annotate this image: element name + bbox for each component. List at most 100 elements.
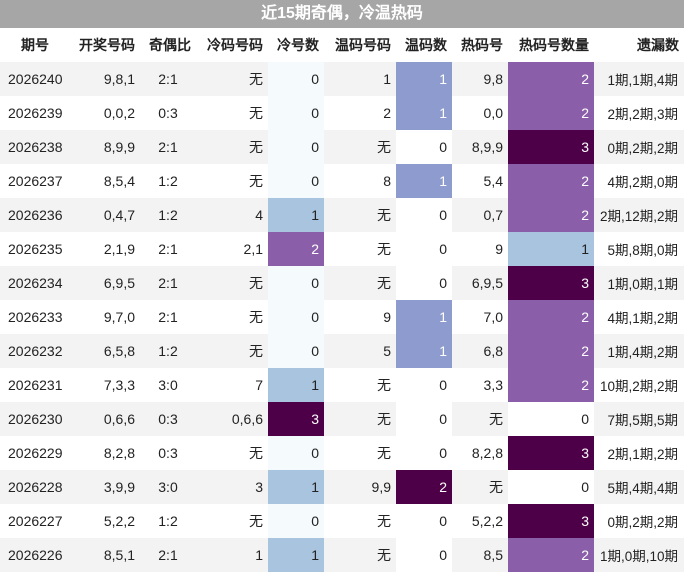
cell-cold-numbers: 7 xyxy=(196,368,268,402)
cell-warm-count: 2 xyxy=(396,470,452,504)
cell-missing: 10期,2期,2期 xyxy=(594,368,684,402)
table-row: 2026232 6,5,8 1:2 无 0 5 1 6,8 2 1期,4期,2期 xyxy=(0,334,684,368)
cell-warm-numbers: 5 xyxy=(324,334,396,368)
cell-hot-count: 3 xyxy=(508,436,594,470)
cell-missing: 1期,4期,2期 xyxy=(594,334,684,368)
cell-hot-count: 2 xyxy=(508,368,594,402)
cell-draw-numbers: 6,5,8 xyxy=(70,334,140,368)
header-row: 期号 开奖号码 奇偶比 冷码号码 冷号数 温码号码 温码数 热码号 热码号数量 … xyxy=(0,28,684,62)
cell-hot-numbers: 9 xyxy=(452,232,508,266)
cell-draw-numbers: 3,9,9 xyxy=(70,470,140,504)
cell-cold-count: 3 xyxy=(268,402,324,436)
cell-cold-count: 1 xyxy=(268,368,324,402)
cell-hot-numbers: 无 xyxy=(452,402,508,436)
cell-missing: 2期,2期,3期 xyxy=(594,96,684,130)
cell-hot-numbers: 5,2,2 xyxy=(452,504,508,538)
cell-issue: 2026234 xyxy=(0,266,70,300)
cell-cold-numbers: 无 xyxy=(196,504,268,538)
cell-warm-numbers: 无 xyxy=(324,538,396,572)
cell-missing: 7期,5期,5期 xyxy=(594,402,684,436)
cell-hot-count: 2 xyxy=(508,334,594,368)
cell-cold-numbers: 4 xyxy=(196,198,268,232)
cell-issue: 2026238 xyxy=(0,130,70,164)
cell-hot-numbers: 9,8 xyxy=(452,62,508,96)
cell-cold-numbers: 无 xyxy=(196,266,268,300)
cell-warm-numbers: 无 xyxy=(324,266,396,300)
cell-issue: 2026236 xyxy=(0,198,70,232)
cell-issue: 2026232 xyxy=(0,334,70,368)
cell-warm-numbers: 无 xyxy=(324,232,396,266)
table-row: 2026235 2,1,9 2:1 2,1 2 无 0 9 1 5期,8期,0期 xyxy=(0,232,684,266)
cell-draw-numbers: 0,4,7 xyxy=(70,198,140,232)
cell-missing: 0期,2期,2期 xyxy=(594,504,684,538)
cell-odd-even: 1:2 xyxy=(140,334,196,368)
header-warm-numbers: 温码号码 xyxy=(324,28,396,62)
cell-hot-count: 3 xyxy=(508,266,594,300)
header-warm-count: 温码数 xyxy=(396,28,452,62)
table-row: 2026231 7,3,3 3:0 7 1 无 0 3,3 2 10期,2期,2期 xyxy=(0,368,684,402)
cell-warm-count: 1 xyxy=(396,62,452,96)
cell-issue: 2026227 xyxy=(0,504,70,538)
cell-cold-numbers: 1 xyxy=(196,538,268,572)
cell-issue: 2026240 xyxy=(0,62,70,96)
table-title: 近15期奇偶，冷温热码 xyxy=(0,0,684,28)
cell-draw-numbers: 5,2,2 xyxy=(70,504,140,538)
cell-draw-numbers: 8,5,1 xyxy=(70,538,140,572)
cell-odd-even: 1:2 xyxy=(140,164,196,198)
cell-hot-numbers: 0,7 xyxy=(452,198,508,232)
cell-missing: 0期,2期,2期 xyxy=(594,130,684,164)
cell-warm-count: 0 xyxy=(396,198,452,232)
header-hot-count: 热码号数量 xyxy=(508,28,594,62)
cell-cold-numbers: 无 xyxy=(196,300,268,334)
cell-hot-numbers: 8,9,9 xyxy=(452,130,508,164)
cell-warm-numbers: 无 xyxy=(324,504,396,538)
cell-cold-count: 2 xyxy=(268,232,324,266)
cell-odd-even: 2:1 xyxy=(140,232,196,266)
cell-hot-count: 2 xyxy=(508,62,594,96)
cell-missing: 1期,0期,10期 xyxy=(594,538,684,572)
header-issue: 期号 xyxy=(0,28,70,62)
cell-warm-numbers: 无 xyxy=(324,402,396,436)
cell-issue: 2026239 xyxy=(0,96,70,130)
cell-cold-numbers: 无 xyxy=(196,334,268,368)
cell-cold-numbers: 无 xyxy=(196,436,268,470)
cell-warm-count: 0 xyxy=(396,130,452,164)
table-row: 2026234 6,9,5 2:1 无 0 无 0 6,9,5 3 1期,0期,1期 xyxy=(0,266,684,300)
cell-hot-count: 0 xyxy=(508,470,594,504)
cell-warm-numbers: 无 xyxy=(324,368,396,402)
header-cold-numbers: 冷码号码 xyxy=(196,28,268,62)
cell-cold-count: 0 xyxy=(268,96,324,130)
cell-cold-numbers: 无 xyxy=(196,130,268,164)
cell-hot-count: 2 xyxy=(508,198,594,232)
cell-hot-numbers: 6,8 xyxy=(452,334,508,368)
trend-table: 期号 开奖号码 奇偶比 冷码号码 冷号数 温码号码 温码数 热码号 热码号数量 … xyxy=(0,28,684,572)
header-draw-numbers: 开奖号码 xyxy=(70,28,140,62)
cell-warm-count: 0 xyxy=(396,436,452,470)
cell-missing: 5期,8期,0期 xyxy=(594,232,684,266)
header-missing: 遗漏数 xyxy=(594,28,684,62)
cell-draw-numbers: 9,8,1 xyxy=(70,62,140,96)
cell-cold-count: 1 xyxy=(268,538,324,572)
cell-hot-numbers: 3,3 xyxy=(452,368,508,402)
cell-warm-count: 0 xyxy=(396,402,452,436)
cell-warm-count: 0 xyxy=(396,232,452,266)
cell-odd-even: 2:1 xyxy=(140,266,196,300)
cell-warm-numbers: 无 xyxy=(324,130,396,164)
cell-missing: 1期,0期,1期 xyxy=(594,266,684,300)
cell-missing: 4期,2期,0期 xyxy=(594,164,684,198)
cell-warm-count: 0 xyxy=(396,368,452,402)
cell-draw-numbers: 9,7,0 xyxy=(70,300,140,334)
cell-hot-count: 1 xyxy=(508,232,594,266)
cell-warm-count: 1 xyxy=(396,334,452,368)
cell-missing: 2期,1期,2期 xyxy=(594,436,684,470)
cell-odd-even: 3:0 xyxy=(140,470,196,504)
cell-hot-numbers: 7,0 xyxy=(452,300,508,334)
cell-cold-numbers: 无 xyxy=(196,164,268,198)
cell-warm-count: 0 xyxy=(396,538,452,572)
cell-hot-count: 3 xyxy=(508,504,594,538)
cell-odd-even: 2:1 xyxy=(140,130,196,164)
cell-draw-numbers: 8,2,8 xyxy=(70,436,140,470)
cell-cold-count: 0 xyxy=(268,504,324,538)
cell-draw-numbers: 8,9,9 xyxy=(70,130,140,164)
cell-hot-count: 2 xyxy=(508,300,594,334)
